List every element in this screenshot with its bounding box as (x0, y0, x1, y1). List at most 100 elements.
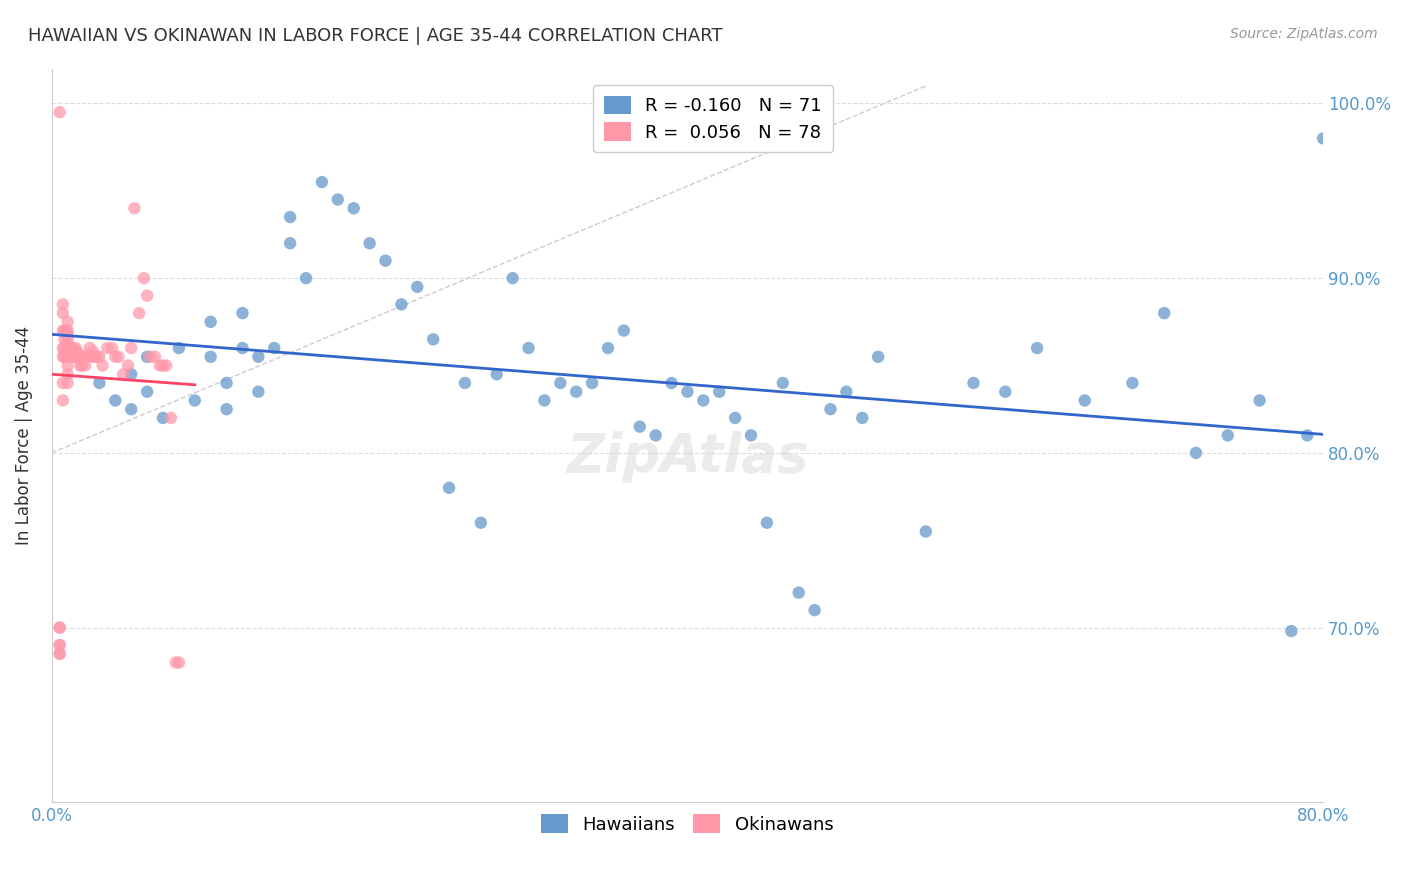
Point (160, 411, 183, 425)
Point (278, 236, 301, 251)
Point (868, 350, 890, 364)
Point (52, 341, 75, 355)
Point (835, 384, 858, 399)
Point (644, 428, 666, 442)
Point (56, 341, 79, 355)
Point (692, 393, 714, 408)
Point (517, 341, 540, 355)
Point (143, 350, 166, 364)
Point (56, 324, 79, 338)
Point (755, 516, 778, 530)
Point (128, 306, 150, 320)
Point (374, 253, 396, 268)
Point (120, 402, 142, 417)
Point (311, 175, 333, 189)
Point (1121, 376, 1143, 390)
Point (124, 201, 146, 215)
Point (66, 350, 89, 364)
Point (1185, 446, 1208, 460)
Point (55, 341, 77, 355)
Point (48, 621, 70, 635)
Point (56, 315, 79, 329)
Point (184, 393, 207, 408)
Point (437, 481, 460, 495)
Point (65, 350, 87, 364)
Point (55, 350, 77, 364)
Point (48, 647, 70, 661)
Point (389, 297, 412, 311)
Point (52, 393, 75, 408)
Point (155, 359, 177, 373)
Point (62, 344, 84, 359)
Point (1026, 341, 1049, 355)
Point (120, 341, 142, 355)
Text: Source: ZipAtlas.com: Source: ZipAtlas.com (1230, 27, 1378, 41)
Point (69, 359, 91, 373)
Point (200, 350, 222, 364)
Point (62, 341, 84, 355)
Point (82, 344, 104, 359)
Point (454, 376, 477, 390)
Point (803, 603, 825, 617)
Point (1249, 393, 1271, 408)
Point (215, 376, 238, 390)
Point (53, 324, 76, 338)
Point (962, 376, 984, 390)
Point (581, 376, 603, 390)
Point (70, 359, 93, 373)
Point (1216, 428, 1239, 442)
Point (231, 306, 253, 320)
Point (136, 384, 159, 399)
Point (48, 621, 70, 635)
Point (72, 350, 94, 364)
Point (787, 585, 810, 599)
Point (152, 359, 174, 373)
Point (84, 350, 107, 364)
Point (136, 350, 159, 364)
Point (65, 344, 87, 359)
Point (343, 201, 366, 215)
Point (406, 280, 429, 294)
Point (1312, 131, 1334, 145)
Point (550, 376, 572, 390)
Point (48, 638, 70, 652)
Point (661, 376, 683, 390)
Y-axis label: In Labor Force | Age 35-44: In Labor Force | Age 35-44 (15, 326, 32, 545)
Point (485, 368, 508, 382)
Point (247, 384, 270, 399)
Point (52, 324, 75, 338)
Point (851, 411, 873, 425)
Point (231, 341, 253, 355)
Point (56, 350, 79, 364)
Point (55, 324, 77, 338)
Point (613, 324, 636, 338)
Point (676, 384, 699, 399)
Point (628, 419, 651, 434)
Point (76, 350, 98, 364)
Point (107, 350, 129, 364)
Point (117, 359, 139, 373)
Point (53, 350, 76, 364)
Point (104, 350, 127, 364)
Point (52, 350, 75, 364)
Point (820, 402, 842, 417)
Point (56, 327, 79, 342)
Point (724, 411, 747, 425)
Point (69, 350, 91, 364)
Point (596, 341, 619, 355)
Point (152, 411, 174, 425)
Point (48, 105, 70, 120)
Point (59, 344, 82, 359)
Point (48, 647, 70, 661)
Point (295, 271, 318, 285)
Point (59, 341, 82, 355)
Point (994, 384, 1017, 399)
Point (101, 341, 124, 355)
Point (112, 368, 135, 382)
Point (1279, 624, 1302, 638)
Point (740, 428, 762, 442)
Point (709, 384, 731, 399)
Point (247, 350, 270, 364)
Point (422, 332, 444, 346)
Point (120, 368, 142, 382)
